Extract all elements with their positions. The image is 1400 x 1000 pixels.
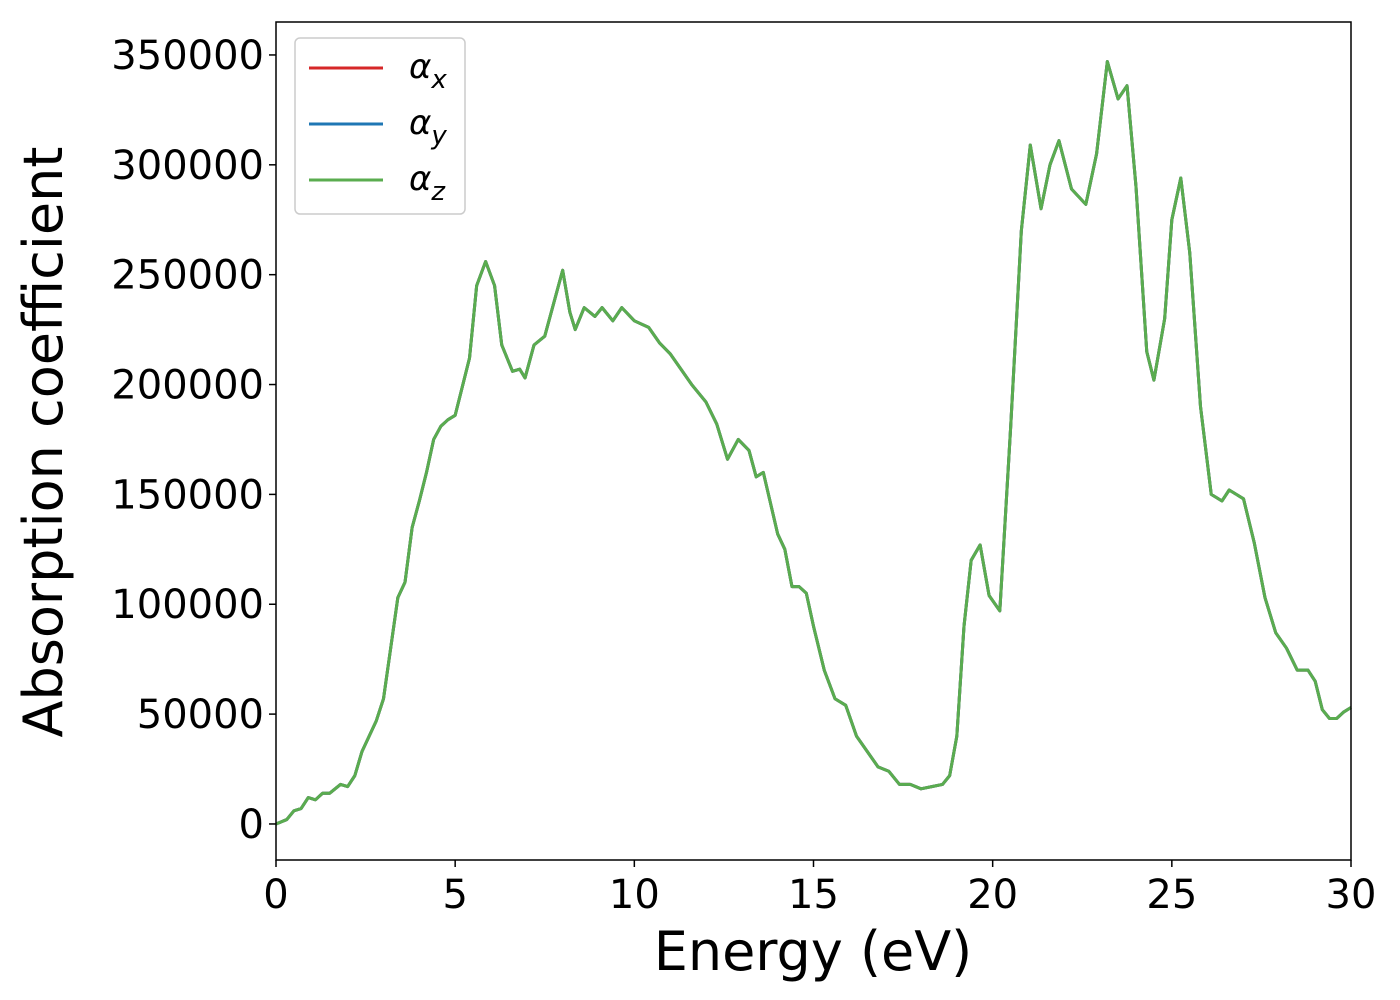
x-tick-label: 30 bbox=[1326, 872, 1377, 918]
y-tick-label: 0 bbox=[239, 802, 264, 848]
legend-subscript: z bbox=[430, 177, 446, 207]
x-tick-label: 10 bbox=[609, 872, 660, 918]
y-tick-label: 100000 bbox=[111, 582, 264, 628]
x-tick-label: 25 bbox=[1146, 872, 1197, 918]
y-tick-label: 50000 bbox=[137, 692, 264, 738]
y-axis-label: Absorption coefficient bbox=[12, 147, 75, 738]
y-tick-label: 300000 bbox=[111, 143, 264, 189]
x-tick-label: 20 bbox=[967, 872, 1018, 918]
legend-subscript: y bbox=[430, 121, 447, 151]
legend-symbol: α bbox=[409, 159, 431, 199]
x-tick-label: 5 bbox=[442, 872, 467, 918]
legend-subscript: x bbox=[430, 65, 447, 95]
legend-label: αz bbox=[409, 159, 446, 207]
legend-box bbox=[294, 37, 466, 215]
legend-symbol: α bbox=[409, 47, 431, 87]
legend-label: αx bbox=[409, 47, 447, 95]
legend-symbol: α bbox=[409, 103, 431, 143]
x-tick-label: 0 bbox=[263, 872, 288, 918]
line-series bbox=[275, 60, 1352, 826]
plot-frame bbox=[275, 21, 1352, 861]
x-axis-label: Energy (eV) bbox=[654, 920, 973, 983]
y-tick-label: 250000 bbox=[111, 253, 264, 299]
y-tick-label: 200000 bbox=[111, 363, 264, 409]
y-tick-label: 150000 bbox=[111, 472, 264, 518]
x-tick-label: 15 bbox=[788, 872, 839, 918]
legend-label: αy bbox=[409, 103, 447, 151]
y-tick-label: 350000 bbox=[111, 33, 264, 79]
